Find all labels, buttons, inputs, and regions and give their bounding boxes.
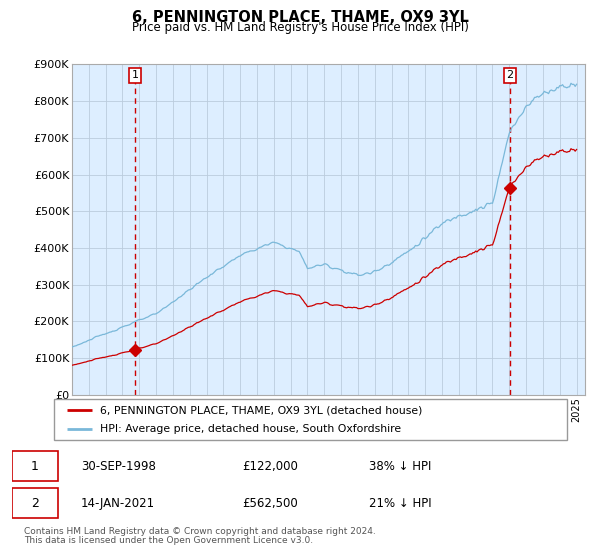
Text: Contains HM Land Registry data © Crown copyright and database right 2024.: Contains HM Land Registry data © Crown c… [24, 528, 376, 536]
Text: HPI: Average price, detached house, South Oxfordshire: HPI: Average price, detached house, Sout… [100, 424, 401, 435]
Text: £122,000: £122,000 [242, 460, 298, 473]
Text: £562,500: £562,500 [242, 497, 298, 510]
Text: 6, PENNINGTON PLACE, THAME, OX9 3YL (detached house): 6, PENNINGTON PLACE, THAME, OX9 3YL (det… [100, 405, 422, 415]
Text: 1: 1 [31, 460, 39, 473]
Text: 6, PENNINGTON PLACE, THAME, OX9 3YL: 6, PENNINGTON PLACE, THAME, OX9 3YL [131, 10, 469, 25]
Text: 38% ↓ HPI: 38% ↓ HPI [369, 460, 431, 473]
Text: 21% ↓ HPI: 21% ↓ HPI [369, 497, 432, 510]
Text: This data is licensed under the Open Government Licence v3.0.: This data is licensed under the Open Gov… [24, 536, 313, 545]
Text: 1: 1 [131, 71, 139, 81]
Text: 2: 2 [506, 71, 514, 81]
FancyBboxPatch shape [12, 488, 58, 519]
FancyBboxPatch shape [12, 451, 58, 481]
Text: 14-JAN-2021: 14-JAN-2021 [81, 497, 155, 510]
Text: 30-SEP-1998: 30-SEP-1998 [81, 460, 156, 473]
Text: 2: 2 [31, 497, 39, 510]
Text: Price paid vs. HM Land Registry's House Price Index (HPI): Price paid vs. HM Land Registry's House … [131, 21, 469, 34]
